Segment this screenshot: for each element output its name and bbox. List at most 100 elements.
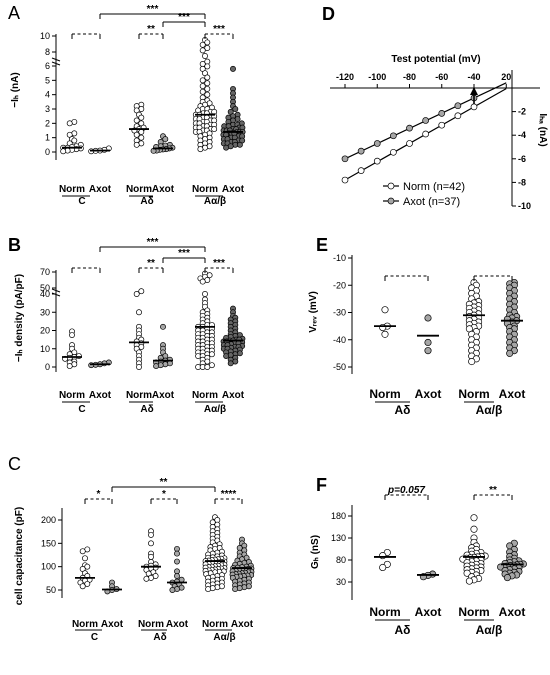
panel-label: C bbox=[8, 454, 21, 474]
category-label: Axot bbox=[101, 619, 124, 630]
data-point bbox=[204, 74, 211, 81]
significance-label: ** bbox=[147, 24, 155, 35]
data-point bbox=[470, 514, 478, 522]
category-label: Axot bbox=[222, 184, 245, 195]
data-point bbox=[160, 323, 166, 330]
data-point bbox=[223, 353, 230, 359]
data-point bbox=[424, 338, 432, 347]
significance-label: *** bbox=[147, 4, 159, 15]
data-point bbox=[204, 63, 211, 70]
panel-label: D bbox=[322, 4, 335, 24]
y-tick-label: 50 bbox=[46, 585, 56, 595]
data-point bbox=[138, 114, 145, 121]
data-point bbox=[84, 563, 91, 570]
data-point bbox=[379, 563, 387, 572]
x-tick-label: -60 bbox=[435, 72, 448, 82]
data-point bbox=[143, 575, 150, 582]
y-tick-label: -4 bbox=[518, 130, 526, 140]
data-point bbox=[468, 357, 476, 366]
data-point bbox=[470, 103, 478, 111]
data-point bbox=[438, 121, 446, 129]
data-point bbox=[133, 291, 140, 297]
data-point bbox=[424, 347, 432, 355]
data-point bbox=[133, 117, 140, 124]
y-tick-label: 130 bbox=[331, 533, 346, 543]
significance-label: *** bbox=[178, 248, 190, 259]
category-label: Norm bbox=[458, 605, 489, 619]
group-label: Aα/β bbox=[213, 632, 235, 643]
y-tick-label: 30 bbox=[336, 577, 346, 587]
y-axis-label: Gₕ (nS) bbox=[310, 535, 321, 569]
data-point bbox=[379, 552, 387, 560]
data-point bbox=[136, 364, 142, 370]
data-point bbox=[381, 306, 389, 314]
data-point bbox=[470, 525, 478, 533]
data-point bbox=[463, 569, 471, 577]
category-label: Norm bbox=[59, 390, 85, 401]
group-label: C bbox=[78, 404, 85, 415]
y-tick-label: 40 bbox=[40, 289, 50, 299]
data-point bbox=[136, 309, 142, 316]
data-point bbox=[232, 586, 239, 593]
data-point bbox=[422, 130, 429, 138]
data-point bbox=[232, 106, 239, 112]
panel-E: -10 -20 -30 -40 -50 Vᵣₑᵥ (mV) Norm Axot Norm Axot… bbox=[308, 235, 525, 417]
significance-label: p=0.057 bbox=[387, 485, 425, 496]
data-point bbox=[202, 291, 208, 297]
y-tick-label: -20 bbox=[333, 280, 346, 290]
data-point bbox=[69, 332, 75, 339]
category-label: Norm bbox=[369, 605, 400, 619]
data-point bbox=[199, 83, 206, 90]
category-label: Axot bbox=[89, 184, 112, 195]
group-label: Aα/β bbox=[476, 403, 503, 417]
legend-label: Norm (n=42) bbox=[403, 181, 465, 193]
category-label: Axot bbox=[89, 390, 112, 401]
group-label: Aδ bbox=[395, 403, 411, 417]
y-tick-label: 6 bbox=[45, 61, 50, 71]
category-label: Norm bbox=[192, 184, 218, 195]
category-label: Axot bbox=[499, 387, 526, 401]
data-point bbox=[148, 553, 154, 560]
category-label: Norm bbox=[72, 619, 98, 630]
data-point bbox=[197, 146, 204, 153]
group-label: Aδ bbox=[140, 196, 153, 207]
panel-label: E bbox=[316, 235, 328, 255]
x-tick-label: 20 bbox=[501, 72, 511, 82]
data-point bbox=[204, 80, 211, 87]
y-tick-label: 0 bbox=[45, 147, 50, 157]
y-tick-label: -8 bbox=[518, 177, 526, 187]
data-point bbox=[199, 278, 206, 285]
data-point bbox=[199, 47, 206, 54]
y-axis-label: Iₕₐ (nA) bbox=[537, 113, 548, 146]
y-tick-label: 30 bbox=[40, 307, 50, 317]
reversal-arrow-head bbox=[470, 87, 478, 95]
y-tick-label: 150 bbox=[41, 538, 56, 548]
data-point bbox=[204, 39, 211, 46]
category-label: Axot bbox=[152, 184, 175, 195]
axis-break bbox=[51, 292, 61, 297]
category-label: Norm bbox=[126, 184, 152, 195]
y-tick-label: -6 bbox=[518, 154, 526, 164]
significance-label: ** bbox=[160, 477, 168, 488]
data-point bbox=[133, 131, 140, 138]
y-tick-label: -40 bbox=[333, 335, 346, 345]
group-label: Aα/β bbox=[204, 196, 226, 207]
significance-label: * bbox=[97, 489, 101, 500]
data-point bbox=[153, 363, 160, 370]
data-point bbox=[373, 157, 381, 165]
data-point bbox=[60, 148, 67, 155]
y-tick-label: 20 bbox=[40, 326, 50, 336]
y-tick-label: 10 bbox=[40, 344, 50, 354]
category-label: Axot bbox=[415, 387, 442, 401]
y-axis-label: Vᵣₑᵥ (mV) bbox=[308, 291, 319, 333]
data-point bbox=[506, 349, 514, 357]
data-point bbox=[390, 132, 397, 140]
data-point bbox=[341, 176, 349, 184]
panel-label: F bbox=[316, 475, 327, 495]
y-tick-label: 180 bbox=[331, 511, 346, 521]
data-point bbox=[341, 155, 349, 163]
y-tick-label: 10 bbox=[40, 31, 50, 41]
legend-marker bbox=[387, 197, 395, 205]
data-point bbox=[174, 550, 180, 557]
significance-label: *** bbox=[213, 24, 225, 35]
